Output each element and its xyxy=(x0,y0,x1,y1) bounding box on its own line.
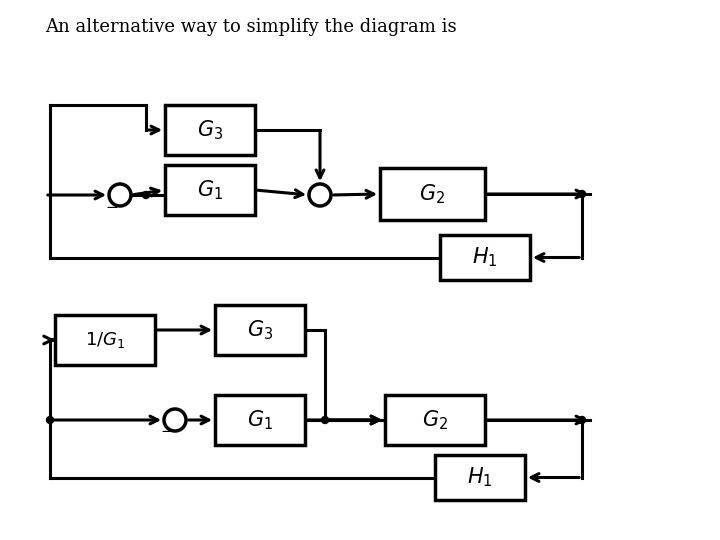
Bar xyxy=(380,168,485,220)
Circle shape xyxy=(578,191,585,198)
Text: $G_1$: $G_1$ xyxy=(197,178,223,202)
Bar xyxy=(215,395,305,445)
Text: $G_3$: $G_3$ xyxy=(247,318,273,342)
Text: $G_1$: $G_1$ xyxy=(247,408,273,432)
Text: $1/G_1$: $1/G_1$ xyxy=(85,330,125,350)
Circle shape xyxy=(322,416,328,423)
Text: $G_3$: $G_3$ xyxy=(197,118,223,142)
Circle shape xyxy=(578,416,585,423)
Circle shape xyxy=(47,416,53,423)
Bar xyxy=(215,305,305,355)
Text: An alternative way to simplify the diagram is: An alternative way to simplify the diagr… xyxy=(45,18,456,36)
Text: $-$: $-$ xyxy=(105,198,119,213)
Text: $H_1$: $H_1$ xyxy=(467,465,492,489)
Circle shape xyxy=(143,192,150,199)
Text: $G_2$: $G_2$ xyxy=(420,182,446,206)
Text: $H_1$: $H_1$ xyxy=(472,246,498,269)
Text: $-$: $-$ xyxy=(161,422,174,437)
Bar xyxy=(165,105,255,155)
Bar xyxy=(165,165,255,215)
Text: $G_2$: $G_2$ xyxy=(422,408,448,432)
Bar xyxy=(440,235,530,280)
Bar xyxy=(385,395,485,445)
Bar xyxy=(435,455,525,500)
Bar xyxy=(55,315,155,365)
